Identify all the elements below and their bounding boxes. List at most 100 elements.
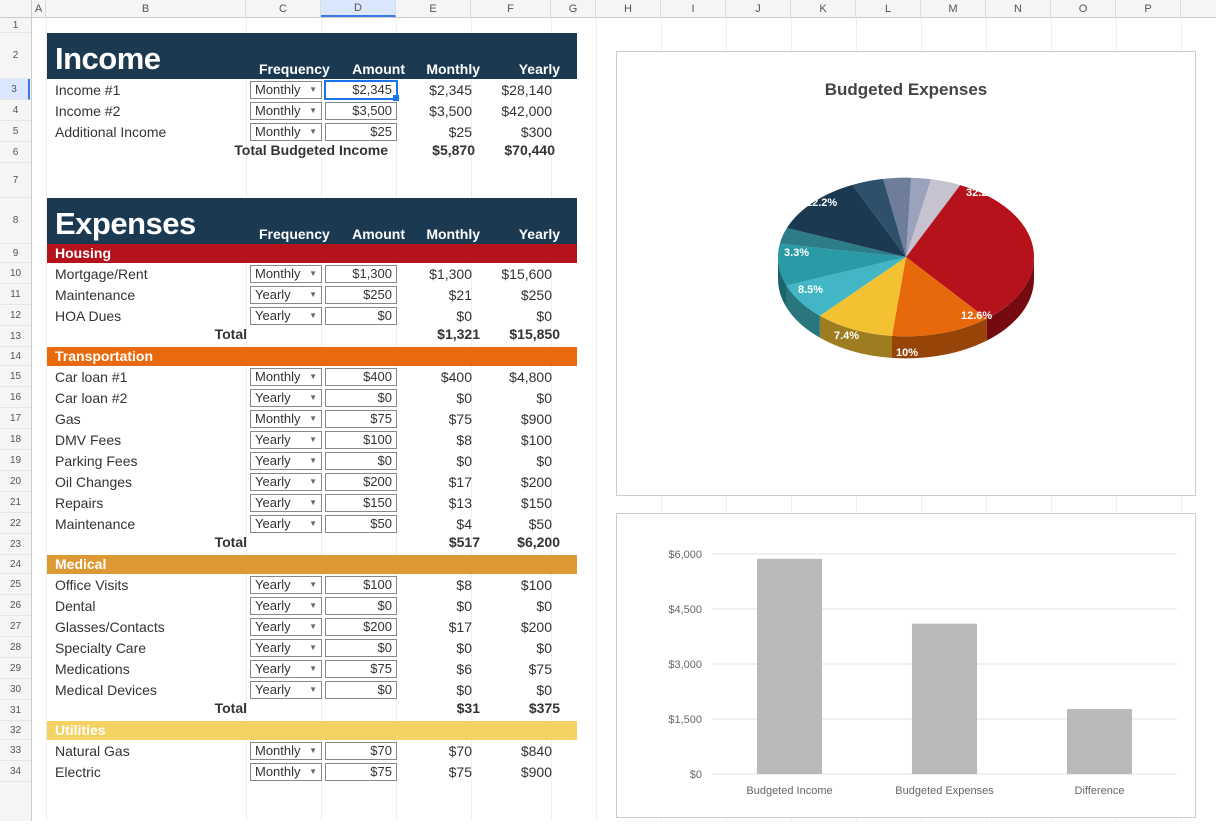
frequency-select[interactable]: Monthly▼ [250,81,322,99]
row-header-3[interactable]: 3 [0,79,30,100]
row-header-19[interactable]: 19 [0,450,31,471]
row-header-6[interactable]: 6 [0,142,31,163]
column-header-D[interactable]: D [321,0,396,17]
row-header-25[interactable]: 25 [0,574,31,595]
amount-cell[interactable]: $0 [325,597,397,615]
pie-chart-panel[interactable]: Budgeted Expenses 32.2%12.6%10%7.4%8.5%3… [616,51,1196,496]
frequency-select[interactable]: Yearly▼ [250,389,322,407]
row-header-27[interactable]: 27 [0,616,31,637]
column-header-J[interactable]: J [726,0,791,17]
row-header-9[interactable]: 9 [0,244,31,263]
amount-cell[interactable]: $0 [325,681,397,699]
row-header-13[interactable]: 13 [0,326,31,347]
amount-cell[interactable]: $25 [325,123,397,141]
row-header-14[interactable]: 14 [0,347,31,366]
row-header-31[interactable]: 31 [0,700,31,721]
row-header-5[interactable]: 5 [0,121,31,142]
column-header-H[interactable]: H [596,0,661,17]
column-header-E[interactable]: E [396,0,471,17]
row-header-20[interactable]: 20 [0,471,31,492]
frequency-select[interactable]: Yearly▼ [250,681,322,699]
column-header-N[interactable]: N [986,0,1051,17]
frequency-select[interactable]: Monthly▼ [250,763,322,781]
frequency-select[interactable]: Monthly▼ [250,265,322,283]
row-header-4[interactable]: 4 [0,100,31,121]
frequency-select[interactable]: Yearly▼ [250,515,322,533]
column-header-P[interactable]: P [1116,0,1181,17]
frequency-select[interactable]: Yearly▼ [250,473,322,491]
amount-cell[interactable]: $200 [325,618,397,636]
column-header-B[interactable]: B [46,0,246,17]
amount-cell[interactable]: $100 [325,431,397,449]
frequency-select[interactable]: Yearly▼ [250,307,322,325]
column-header-M[interactable]: M [921,0,986,17]
row-header-24[interactable]: 24 [0,555,31,574]
column-header-A[interactable]: A [32,0,46,17]
frequency-select[interactable]: Yearly▼ [250,660,322,678]
row-header-21[interactable]: 21 [0,492,31,513]
amount-cell[interactable]: $0 [325,307,397,325]
amount-cell[interactable]: $200 [325,473,397,491]
amount-cell[interactable]: $75 [325,660,397,678]
frequency-select[interactable]: Yearly▼ [250,452,322,470]
row-header-15[interactable]: 15 [0,366,31,387]
amount-cell[interactable]: $0 [325,452,397,470]
select-all-corner[interactable] [0,0,32,18]
row-header-34[interactable]: 34 [0,761,31,782]
row-header-32[interactable]: 32 [0,721,31,740]
frequency-select[interactable]: Yearly▼ [250,576,322,594]
amount-cell[interactable]: $150 [325,494,397,512]
row-headers[interactable]: 1234567891011121314151617181920212223242… [0,18,32,821]
amount-cell[interactable]: $3,500 [325,102,397,120]
frequency-select[interactable]: Yearly▼ [250,639,322,657]
amount-cell[interactable]: $2,345 [325,81,397,99]
frequency-select[interactable]: Monthly▼ [250,742,322,760]
amount-cell[interactable]: $0 [325,389,397,407]
frequency-select[interactable]: Monthly▼ [250,368,322,386]
column-header-K[interactable]: K [791,0,856,17]
frequency-select[interactable]: Yearly▼ [250,431,322,449]
frequency-select[interactable]: Yearly▼ [250,618,322,636]
frequency-select[interactable]: Monthly▼ [250,102,322,120]
column-header-L[interactable]: L [856,0,921,17]
amount-cell[interactable]: $75 [325,763,397,781]
column-header-F[interactable]: F [471,0,551,17]
row-header-29[interactable]: 29 [0,658,31,679]
column-header-O[interactable]: O [1051,0,1116,17]
row-header-28[interactable]: 28 [0,637,31,658]
amount-cell[interactable]: $50 [325,515,397,533]
frequency-select[interactable]: Yearly▼ [250,494,322,512]
amount-cell[interactable]: $250 [325,286,397,304]
row-header-33[interactable]: 33 [0,740,31,761]
row-header-1[interactable]: 1 [0,18,31,33]
amount-cell[interactable]: $1,300 [325,265,397,283]
frequency-select[interactable]: Yearly▼ [250,597,322,615]
row-header-22[interactable]: 22 [0,513,31,534]
amount-cell[interactable]: $0 [325,639,397,657]
amount-cell[interactable]: $400 [325,368,397,386]
row-header-10[interactable]: 10 [0,263,31,284]
row-header-12[interactable]: 12 [0,305,31,326]
grid-area[interactable]: Income Frequency Amount Monthly Yearly I… [32,18,1216,821]
amount-cell[interactable]: $75 [325,410,397,428]
frequency-select[interactable]: Yearly▼ [250,286,322,304]
row-header-16[interactable]: 16 [0,387,31,408]
row-header-7[interactable]: 7 [0,163,31,198]
amount-cell[interactable]: $70 [325,742,397,760]
row-header-18[interactable]: 18 [0,429,31,450]
column-header-C[interactable]: C [246,0,321,17]
frequency-select[interactable]: Monthly▼ [250,410,322,428]
frequency-select[interactable]: Monthly▼ [250,123,322,141]
column-headers[interactable]: ABCDEFGHIJKLMNOP [32,0,1216,18]
row-header-8[interactable]: 8 [0,198,31,244]
amount-cell[interactable]: $100 [325,576,397,594]
row-header-23[interactable]: 23 [0,534,31,555]
column-header-I[interactable]: I [661,0,726,17]
row-header-2[interactable]: 2 [0,33,31,79]
column-header-G[interactable]: G [551,0,596,17]
bar-chart-panel[interactable]: $0$1,500$3,000$4,500$6,000Budgeted Incom… [616,513,1196,818]
row-header-11[interactable]: 11 [0,284,31,305]
row-header-30[interactable]: 30 [0,679,31,700]
row-header-26[interactable]: 26 [0,595,31,616]
row-header-17[interactable]: 17 [0,408,31,429]
